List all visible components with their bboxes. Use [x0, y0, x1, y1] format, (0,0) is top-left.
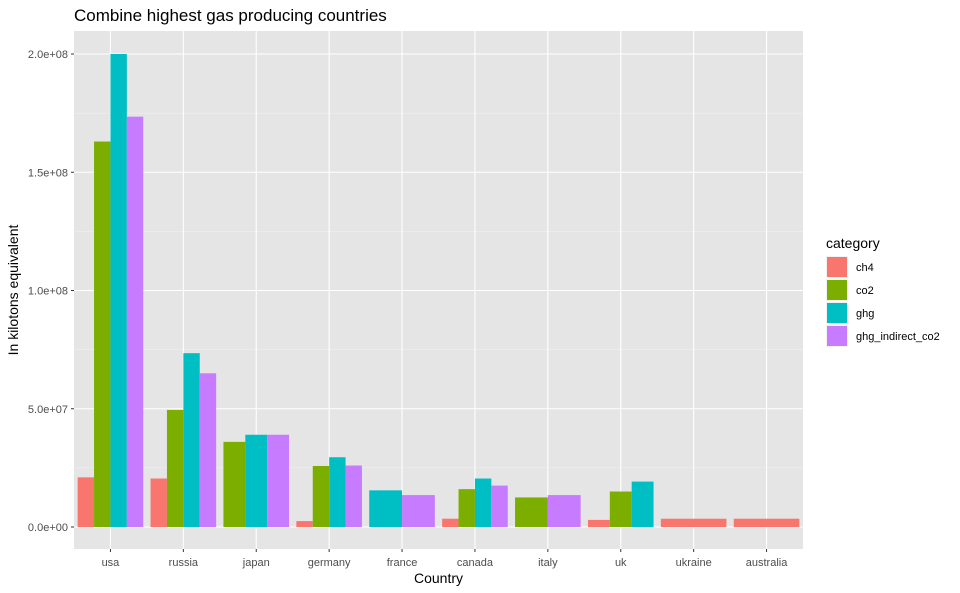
bar-france-ghg_indirect_co2 [402, 495, 435, 527]
bar-usa-co2 [94, 141, 111, 527]
bar-germany-ghg [329, 457, 346, 527]
bar-germany-ch4 [296, 521, 313, 527]
x-tick-label: japan [242, 557, 270, 569]
x-tick-label: germany [308, 557, 351, 569]
bar-japan-ghg_indirect_co2 [267, 434, 290, 527]
x-axis-ticks: usa russia japan germany france canada italy uk… [102, 549, 788, 569]
bar-uk-co2 [609, 491, 632, 527]
x-tick-label: australia [746, 557, 788, 569]
bar-germany-co2 [312, 465, 330, 527]
bar-australia-ch4 [733, 518, 800, 527]
y-tick-label: 5.0e+07 [28, 404, 68, 416]
bar-usa-ghg [110, 54, 127, 527]
legend-label-ch4: ch4 [856, 262, 874, 274]
bar-canada-ch4 [442, 518, 459, 527]
legend-label-ghg: ghg [856, 308, 874, 320]
bar-canada-ghg [474, 478, 492, 527]
x-tick-label: italy [538, 557, 558, 569]
bar-italy-ghg_indirect_co2 [547, 495, 581, 527]
legend-label-ghg_indirect_co2: ghg_indirect_co2 [856, 331, 940, 343]
legend-swatch-ghg_indirect_co2 [827, 326, 847, 346]
y-axis-title: In kilotons equivalent [5, 225, 21, 356]
bar-usa-ghg_indirect_co2 [126, 116, 144, 528]
y-axis-ticks: 0.0e+00 5.0e+07 1.0e+08 1.5e+08 2.0e+08 [28, 49, 74, 534]
bar-france-ghg [369, 490, 403, 527]
bar-japan-co2 [223, 441, 246, 527]
bar-canada-co2 [458, 489, 475, 527]
bar-russia-ch4 [150, 478, 167, 527]
x-tick-label: canada [457, 557, 494, 569]
legend-label-co2: co2 [856, 285, 874, 297]
legend-swatch-ch4 [827, 257, 847, 277]
y-tick-label: 2.0e+08 [28, 49, 68, 61]
bar-japan-ghg [245, 434, 268, 527]
bar-italy-co2 [515, 497, 548, 527]
x-tick-label: russia [169, 557, 199, 569]
chart-title: Combine highest gas producing countries [74, 6, 387, 25]
bar-usa-ch4 [77, 477, 95, 527]
x-axis-title: Country [414, 570, 463, 586]
legend: category ch4 co2 ghg ghg_indirect_co2 [826, 235, 940, 347]
y-tick-label: 0.0e+00 [28, 522, 68, 534]
y-tick-label: 1.5e+08 [28, 167, 68, 179]
bar-uk-ghg [631, 481, 654, 527]
x-tick-label: usa [102, 557, 121, 569]
bar-russia-co2 [166, 409, 184, 527]
legend-title: category [826, 235, 880, 251]
y-tick-label: 1.0e+08 [28, 286, 68, 298]
bar-ukraine-ch4 [660, 518, 727, 527]
x-tick-label: uk [615, 557, 627, 569]
bar-russia-ghg [183, 353, 200, 527]
x-tick-label: france [387, 557, 418, 569]
bar-russia-ghg_indirect_co2 [199, 373, 217, 527]
bar-canada-ghg_indirect_co2 [491, 485, 508, 527]
bar-uk-ch4 [587, 519, 610, 527]
legend-swatch-ghg [827, 303, 847, 323]
legend-swatch-co2 [827, 280, 847, 300]
x-tick-label: ukraine [676, 557, 712, 569]
bars [77, 54, 800, 528]
bar-germany-ghg_indirect_co2 [345, 465, 362, 527]
